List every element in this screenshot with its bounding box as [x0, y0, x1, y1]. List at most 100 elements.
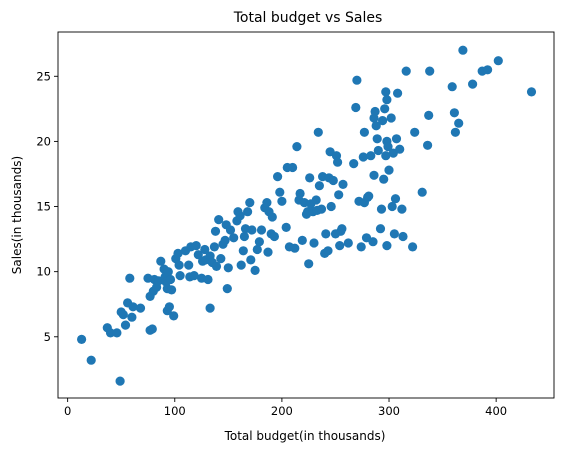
- data-point: [116, 377, 125, 386]
- data-point: [424, 111, 433, 120]
- data-point: [176, 271, 185, 280]
- data-point: [408, 242, 417, 251]
- x-axis-ticks: 0 100 200 300 400: [64, 398, 507, 418]
- data-point: [390, 229, 399, 238]
- data-point: [349, 159, 358, 168]
- data-point: [192, 241, 201, 250]
- data-point: [148, 324, 157, 333]
- data-point: [351, 103, 360, 112]
- data-point: [121, 321, 130, 330]
- data-point: [251, 266, 260, 275]
- data-point: [454, 119, 463, 128]
- data-point: [237, 261, 246, 270]
- y-tick-label: 20: [36, 134, 51, 148]
- data-point: [373, 134, 382, 143]
- data-point: [402, 67, 411, 76]
- data-point: [315, 181, 324, 190]
- data-point: [329, 176, 338, 185]
- data-point: [384, 166, 393, 175]
- data-point: [298, 236, 307, 245]
- data-point: [374, 146, 383, 155]
- chart-title: Total budget vs Sales: [233, 10, 383, 26]
- data-point: [167, 285, 176, 294]
- data-point: [382, 241, 391, 250]
- data-point: [247, 225, 256, 234]
- data-point: [468, 80, 477, 89]
- data-point: [397, 205, 406, 214]
- data-point: [312, 195, 321, 204]
- x-tick-label: 200: [271, 404, 293, 418]
- data-point: [212, 262, 221, 271]
- data-point: [527, 87, 536, 96]
- data-point: [360, 128, 369, 137]
- data-point: [112, 328, 121, 337]
- data-point: [229, 233, 238, 242]
- data-point: [371, 107, 380, 116]
- data-point: [262, 198, 271, 207]
- data-point: [184, 261, 193, 270]
- data-point: [246, 255, 255, 264]
- data-point: [257, 225, 266, 234]
- data-point: [240, 232, 249, 241]
- data-point: [253, 245, 262, 254]
- data-point: [87, 356, 96, 365]
- data-point: [494, 56, 503, 65]
- data-point: [273, 172, 282, 181]
- data-point: [398, 232, 407, 241]
- data-point: [418, 188, 427, 197]
- data-point: [392, 134, 401, 143]
- data-point: [305, 173, 314, 182]
- data-point: [451, 128, 460, 137]
- data-point: [255, 237, 264, 246]
- data-point: [352, 76, 361, 85]
- data-point: [368, 237, 377, 246]
- data-point: [387, 113, 396, 122]
- data-point: [381, 87, 390, 96]
- data-point: [395, 145, 404, 154]
- data-point: [377, 205, 386, 214]
- data-point: [166, 275, 175, 284]
- data-point: [317, 205, 326, 214]
- data-point: [369, 171, 378, 180]
- data-point: [210, 242, 219, 251]
- data-point: [338, 180, 347, 189]
- y-tick-label: 25: [36, 69, 51, 83]
- data-point: [224, 263, 233, 272]
- data-point: [366, 151, 375, 160]
- data-point: [334, 190, 343, 199]
- data-point: [380, 104, 389, 113]
- data-point: [270, 232, 279, 241]
- data-point: [292, 142, 301, 151]
- data-point: [321, 229, 330, 238]
- data-point: [125, 274, 134, 283]
- data-point: [127, 313, 136, 322]
- data-point: [156, 257, 165, 266]
- data-point: [275, 188, 284, 197]
- data-point: [77, 335, 86, 344]
- data-point: [337, 224, 346, 233]
- data-point: [309, 238, 318, 247]
- x-tick-label: 0: [64, 404, 71, 418]
- data-point: [483, 65, 492, 74]
- data-point: [290, 244, 299, 253]
- data-point: [379, 175, 388, 184]
- y-tick-label: 5: [44, 330, 51, 344]
- data-point: [376, 224, 385, 233]
- data-point: [169, 311, 178, 320]
- y-tick-label: 10: [36, 265, 51, 279]
- data-point: [393, 89, 402, 98]
- y-axis-ticks: 5 10 15 20 25: [36, 69, 58, 343]
- data-point: [239, 246, 248, 255]
- data-point: [164, 267, 173, 276]
- data-point: [165, 302, 174, 311]
- y-tick-label: 15: [36, 200, 51, 214]
- x-axis-label: Total budget(in thousands): [224, 429, 386, 443]
- data-point: [203, 275, 212, 284]
- data-point: [425, 67, 434, 76]
- data-point: [214, 215, 223, 224]
- data-point: [344, 238, 353, 247]
- data-point: [221, 236, 230, 245]
- data-point: [333, 158, 342, 167]
- data-point: [245, 198, 254, 207]
- data-point: [119, 310, 128, 319]
